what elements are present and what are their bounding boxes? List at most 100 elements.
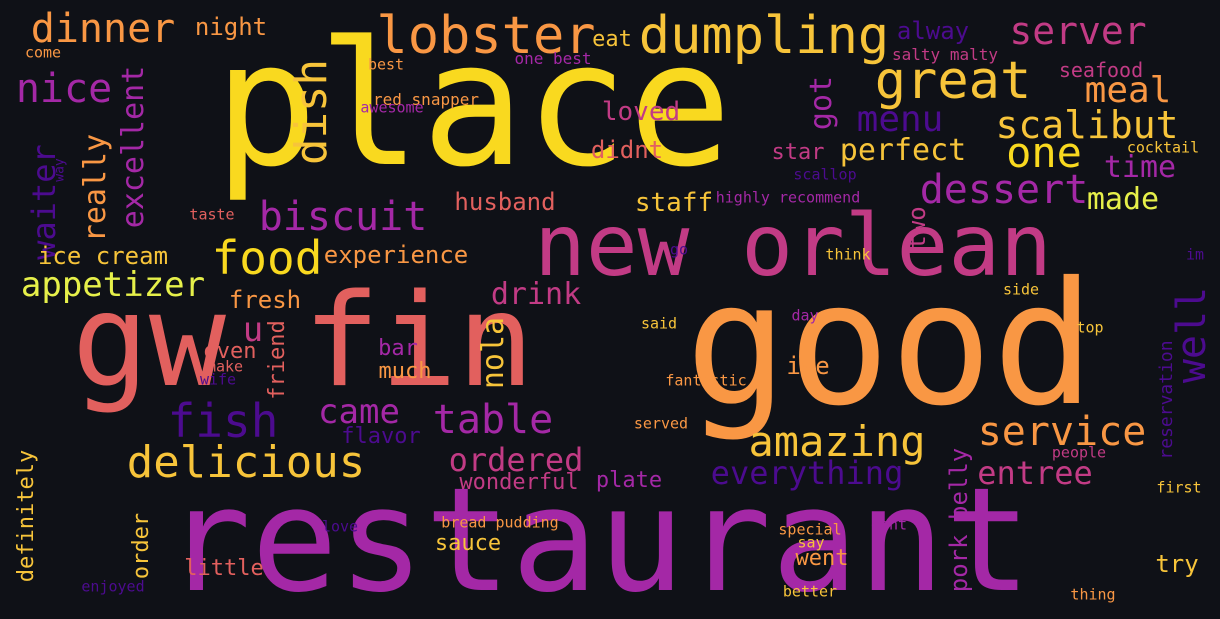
word-ordered: ordered	[448, 441, 584, 479]
word-taste: taste	[189, 205, 235, 224]
word-dessert: dessert	[919, 167, 1089, 213]
word-enjoyed: enjoyed	[81, 577, 145, 596]
word-im: im	[1185, 245, 1205, 264]
word-didnt: didnt	[590, 136, 664, 164]
word-think: think	[825, 245, 871, 264]
word-served: served	[633, 414, 689, 433]
word-staff: staff	[634, 188, 714, 218]
word-one-best: one best	[514, 49, 592, 68]
word-time: time	[1103, 150, 1177, 185]
word-well: well	[1169, 286, 1215, 384]
word-friend: friend	[265, 320, 290, 400]
word-bread-pudding: bread pudding	[441, 513, 559, 532]
word-bar: bar	[378, 336, 418, 361]
word-seafood: seafood	[1058, 58, 1144, 82]
word-restaurant: restaurant	[164, 456, 1032, 619]
word-way: way	[52, 158, 68, 182]
word-delicious: delicious	[126, 437, 366, 488]
word-day: day	[791, 306, 819, 325]
word-excellent: excellent	[116, 65, 151, 229]
word-go: go	[669, 240, 689, 259]
word-salty-malty: salty malty	[892, 45, 998, 64]
word-loved: loved	[601, 97, 681, 127]
word-little: little	[184, 556, 264, 581]
word-love: love	[321, 517, 359, 536]
word-wife: wife	[199, 370, 237, 389]
word-side: side	[1002, 280, 1040, 299]
word-everything: everything	[710, 454, 904, 492]
word-order: order	[129, 512, 154, 580]
word-eat: eat	[592, 27, 632, 52]
word-food: food	[211, 231, 323, 285]
word-highly-recommend: highly recommend	[715, 188, 861, 207]
word-plate: plate	[595, 468, 663, 493]
word-people: people	[1051, 443, 1107, 462]
word-scallop: scallop	[793, 165, 857, 184]
word-best: best	[367, 55, 405, 74]
word-come: come	[24, 43, 62, 62]
word-special: special	[778, 520, 842, 539]
word-experience: experience	[323, 241, 469, 269]
word-dont: dont	[870, 515, 908, 534]
word-lobster: lobster	[376, 6, 596, 66]
word-drink: drink	[490, 277, 582, 312]
word-scalibut: scalibut	[995, 103, 1179, 147]
word-red-snapper: red snapper	[373, 90, 479, 109]
word-definitely: definitely	[14, 449, 39, 583]
word-alway: alway	[896, 17, 970, 45]
word-great: great	[874, 51, 1032, 111]
word-really: really	[78, 133, 113, 243]
word-first: first	[1156, 478, 1202, 497]
word-nola: nola	[476, 316, 511, 390]
word-said: said	[640, 314, 678, 333]
word-pork-belly: pork belly	[945, 447, 973, 593]
word-star: star	[771, 140, 825, 165]
word-flavor: flavor	[341, 424, 421, 449]
word-good: good	[685, 246, 1095, 444]
word-thing: thing	[1070, 585, 1116, 604]
word-table: table	[432, 397, 554, 443]
word-cocktail: cocktail	[1126, 138, 1200, 157]
word-gw-fin: gw fin	[71, 267, 535, 416]
word-ive: ive	[786, 352, 830, 380]
word-top: top	[1076, 318, 1104, 337]
word-entree: entree	[977, 454, 1093, 492]
word-two: two	[903, 206, 931, 250]
word-appetizer: appetizer	[20, 265, 206, 305]
word-ice-cream: ice cream	[37, 242, 169, 270]
word-place: place	[214, 4, 732, 205]
word-much: much	[378, 359, 432, 384]
word-dinner: dinner	[30, 6, 176, 52]
word-biscuit: biscuit	[258, 194, 428, 240]
word-nice: nice	[15, 66, 113, 112]
word-meal: meal	[1084, 70, 1172, 111]
word-sauce: sauce	[434, 531, 502, 556]
word-service: service	[977, 409, 1147, 455]
word-better: better	[782, 582, 838, 601]
word-wonderful: wonderful	[459, 470, 579, 495]
word-awesome: awesome	[360, 98, 424, 117]
word-server: server	[1009, 9, 1147, 53]
word-dish: dish	[286, 59, 337, 165]
word-came: came	[318, 392, 400, 432]
word-fantastic: fantastic	[665, 371, 747, 390]
word-even: even	[203, 339, 257, 364]
word-make: make	[206, 357, 244, 376]
word-perfect: perfect	[839, 133, 967, 168]
word-new-orlean: new orlean	[534, 196, 1052, 296]
word-say: say	[797, 533, 825, 552]
word-u: u	[242, 310, 264, 350]
word-fresh: fresh	[228, 286, 302, 314]
word-husband: husband	[454, 188, 556, 216]
word-reservation: reservation	[1156, 340, 1177, 460]
word-amazing: amazing	[748, 417, 926, 466]
word-try: try	[1155, 550, 1199, 578]
word-went: went	[795, 546, 849, 571]
word-got: got	[804, 75, 839, 131]
word-fish: fish	[167, 394, 279, 448]
word-dumpling: dumpling	[638, 6, 890, 66]
word-one: one	[1006, 128, 1082, 177]
word-night: night	[194, 13, 268, 41]
word-menu: menu	[856, 99, 944, 140]
